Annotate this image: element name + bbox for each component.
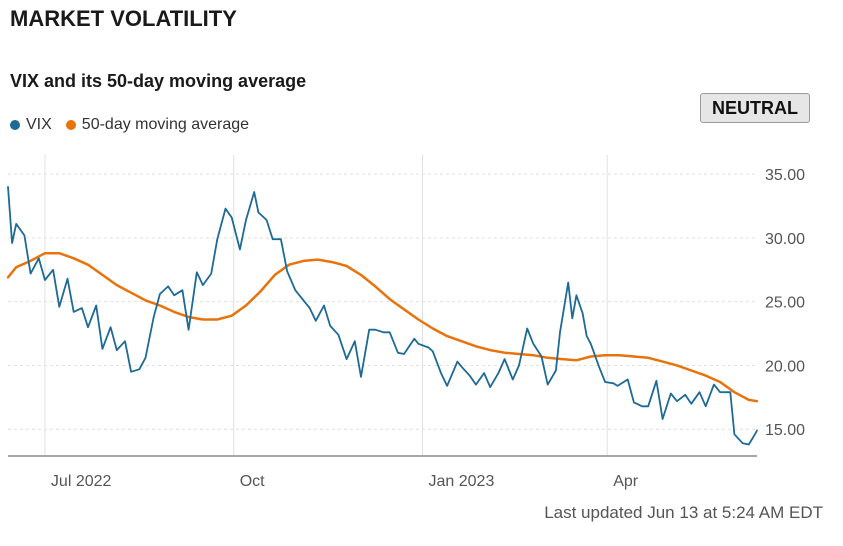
legend-dot-moving-average — [65, 120, 76, 130]
series-layer — [6, 186, 759, 446]
x-tick-label: Apr — [613, 473, 639, 490]
grid — [8, 155, 757, 456]
moving-average-series-line — [6, 251, 759, 403]
chart-legend: VIX 50-day moving average — [10, 116, 263, 134]
axes: 15.00 20.00 25.00 30.00 35.00 Jul 2022 Oct Jan … — [8, 167, 805, 490]
x-tick-label: Jan 2023 — [429, 473, 495, 490]
volatility-chart: 15.00 20.00 25.00 30.00 35.00 Jul 2022 Oct Jan … — [6, 155, 805, 490]
chart-title: VIX and its 50-day moving average — [10, 71, 307, 91]
y-tick-label: 25.00 — [765, 295, 805, 312]
legend-label-moving-average: 50-day moving average — [81, 116, 250, 133]
last-updated-text: Last updated Jun 13 at 5:24 AM EDT — [544, 503, 823, 522]
y-tick-label: 35.00 — [765, 167, 805, 184]
y-tick-label: 30.00 — [765, 231, 805, 248]
legend-dot-vix — [10, 120, 20, 130]
x-tick-label: Oct — [240, 473, 265, 490]
sentiment-badge: NEUTRAL — [700, 93, 810, 123]
page-title: MARKET VOLATILITY — [10, 6, 237, 31]
y-tick-label: 20.00 — [765, 358, 805, 375]
legend-item-vix: VIX — [10, 116, 52, 134]
x-tick-label: Jul 2022 — [51, 473, 112, 490]
vix-series-line — [7, 186, 758, 446]
y-tick-label: 15.00 — [765, 422, 805, 439]
legend-item-moving-average: 50-day moving average — [65, 116, 250, 134]
legend-label-vix: VIX — [26, 116, 52, 133]
